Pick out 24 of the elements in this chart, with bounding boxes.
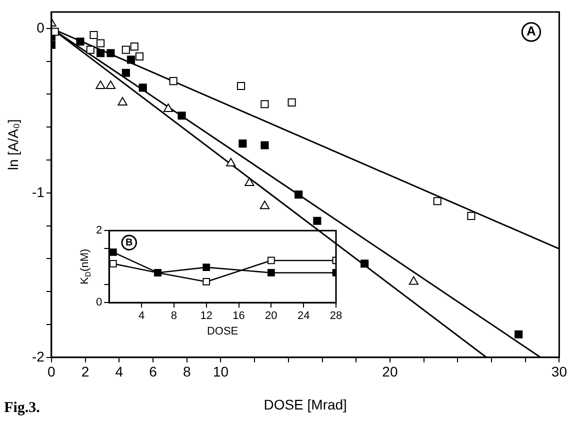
y-tick-label: -2 bbox=[32, 348, 45, 364]
x-tick-label: 12 bbox=[200, 310, 212, 322]
caption: Fig.3. bbox=[4, 400, 40, 416]
x-tick-label: 6 bbox=[149, 364, 158, 380]
x-tick-label: 16 bbox=[232, 310, 245, 322]
annotation: A bbox=[526, 24, 537, 39]
x-tick-label: 28 bbox=[330, 310, 342, 322]
x-tick-label: 20 bbox=[265, 310, 278, 322]
x-axis-title: DOSE [Mrad] bbox=[264, 396, 347, 412]
x-tick-label: 20 bbox=[382, 364, 398, 380]
x-tick-label: 2 bbox=[81, 364, 90, 380]
x-tick-label: 10 bbox=[212, 364, 229, 380]
x-tick-label: 4 bbox=[138, 310, 145, 322]
x-axis-title: DOSE bbox=[206, 325, 238, 338]
x-tick-label: 4 bbox=[115, 364, 124, 380]
x-tick-label: 8 bbox=[182, 364, 191, 380]
y-axis-title: ln [A/A₀] bbox=[4, 119, 21, 170]
x-tick-label: 8 bbox=[170, 310, 178, 322]
y-tick-label: 0 bbox=[36, 19, 45, 36]
x-tick-label: 0 bbox=[48, 364, 56, 380]
x-tick-label: 24 bbox=[297, 310, 310, 322]
y-tick-label: -1 bbox=[32, 184, 45, 200]
annotation: B bbox=[126, 237, 133, 248]
x-tick-label: 30 bbox=[551, 364, 568, 380]
